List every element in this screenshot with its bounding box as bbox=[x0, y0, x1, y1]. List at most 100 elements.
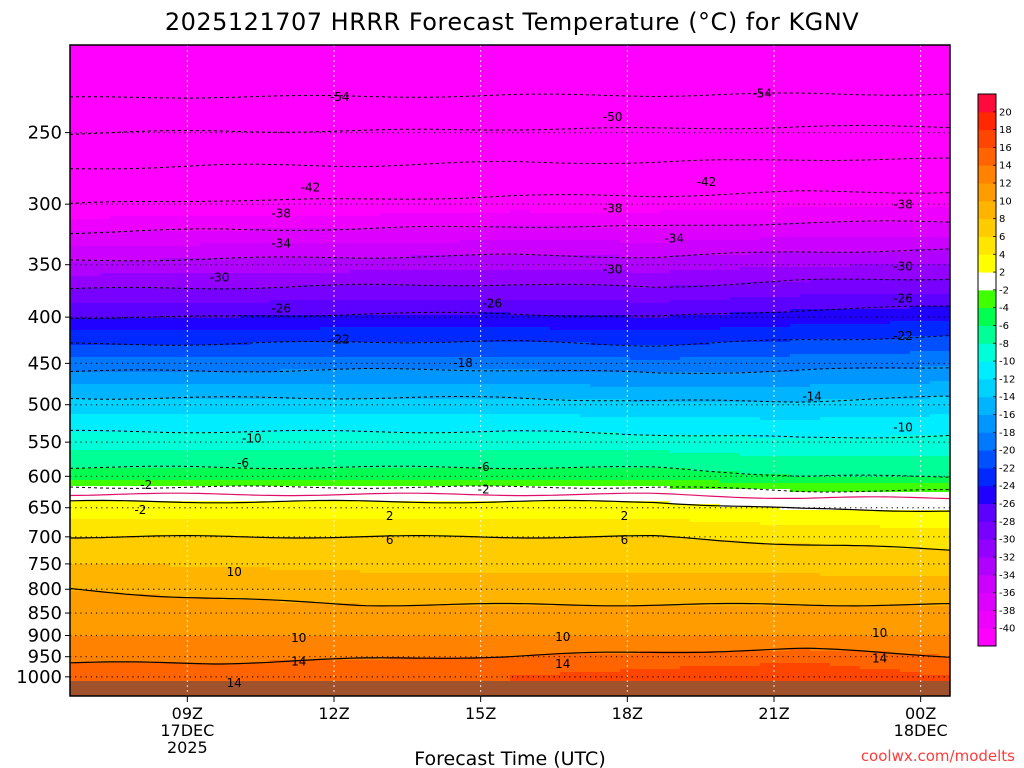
temperature-band bbox=[710, 522, 721, 541]
temperature-band bbox=[880, 576, 891, 607]
temperature-band bbox=[560, 330, 571, 343]
temperature-band bbox=[530, 468, 541, 481]
temperature-band bbox=[430, 285, 441, 301]
temperature-band bbox=[630, 303, 641, 319]
temperature-band bbox=[130, 663, 141, 682]
temperature-band bbox=[110, 480, 121, 487]
temperature-band bbox=[900, 252, 911, 265]
temperature-band bbox=[660, 501, 671, 520]
temperature-band bbox=[640, 213, 651, 229]
temperature-band bbox=[810, 402, 821, 421]
temperature-band bbox=[190, 399, 201, 415]
temperature-band bbox=[620, 330, 631, 346]
temperature-band bbox=[390, 300, 401, 316]
temperature-band bbox=[640, 273, 651, 289]
temperature-band bbox=[500, 45, 511, 214]
temperature-band bbox=[350, 327, 361, 343]
temperature-band bbox=[270, 300, 281, 316]
temperature-band bbox=[210, 567, 221, 598]
temperature-band bbox=[830, 207, 841, 223]
temperature-band bbox=[600, 345, 611, 358]
temperature-band bbox=[690, 300, 701, 316]
temperature-band bbox=[880, 477, 891, 484]
temperature-band bbox=[160, 468, 171, 481]
temperature-band bbox=[940, 321, 950, 337]
temperature-band bbox=[480, 450, 491, 469]
temperature-band bbox=[540, 501, 551, 520]
temperature-band bbox=[920, 306, 931, 322]
temperature-band bbox=[870, 483, 881, 493]
y-tick-label: 900 bbox=[28, 625, 62, 646]
temperature-band bbox=[850, 651, 861, 667]
temperature-band bbox=[510, 285, 521, 301]
temperature-band bbox=[830, 222, 841, 238]
temperature-band bbox=[490, 225, 501, 241]
temperature-band bbox=[740, 357, 751, 373]
temperature-band bbox=[670, 537, 681, 574]
temperature-band bbox=[490, 519, 501, 538]
temperature-band bbox=[790, 339, 801, 355]
temperature-band bbox=[870, 636, 881, 652]
temperature-band bbox=[590, 345, 601, 358]
temperature-band bbox=[220, 501, 231, 520]
temperature-band bbox=[660, 450, 671, 469]
temperature-band bbox=[660, 303, 671, 319]
temperature-band bbox=[110, 330, 121, 346]
temperature-band bbox=[130, 216, 141, 232]
temperature-band bbox=[630, 435, 641, 451]
temperature-band bbox=[840, 417, 851, 439]
temperature-band bbox=[730, 666, 741, 682]
temperature-band bbox=[900, 654, 911, 673]
temperature-band bbox=[470, 270, 481, 286]
temperature-band bbox=[170, 450, 181, 469]
colorbar-swatch bbox=[978, 272, 996, 291]
temperature-band bbox=[660, 606, 671, 637]
temperature-band bbox=[790, 456, 801, 478]
temperature-band bbox=[740, 225, 751, 241]
temperature-band bbox=[120, 594, 131, 637]
temperature-band bbox=[700, 330, 711, 346]
temperature-band bbox=[490, 573, 501, 607]
temperature-band bbox=[310, 450, 321, 469]
temperature-band bbox=[710, 357, 721, 373]
temperature-band bbox=[410, 228, 421, 244]
temperature-band bbox=[670, 345, 681, 361]
temperature-band bbox=[480, 468, 491, 481]
temperature-band bbox=[390, 432, 401, 451]
temperature-band bbox=[590, 330, 601, 346]
colorbar-label: -36 bbox=[999, 588, 1015, 599]
x-tick-label: 18Z bbox=[612, 704, 643, 723]
temperature-band bbox=[590, 372, 601, 388]
temperature-band bbox=[740, 210, 751, 226]
temperature-band bbox=[400, 432, 411, 451]
temperature-band bbox=[790, 573, 801, 607]
temperature-band bbox=[590, 417, 601, 433]
temperature-band bbox=[460, 468, 471, 481]
temperature-band bbox=[850, 207, 861, 223]
temperature-band bbox=[540, 480, 551, 487]
temperature-band bbox=[500, 432, 511, 451]
temperature-band bbox=[70, 318, 81, 331]
x-tick-label: 17DEC bbox=[160, 721, 214, 740]
temperature-band bbox=[490, 342, 501, 358]
temperature-band bbox=[770, 45, 781, 211]
temperature-band bbox=[140, 519, 151, 538]
temperature-band bbox=[940, 483, 950, 493]
temperature-band bbox=[600, 255, 611, 271]
temperature-band bbox=[210, 243, 221, 259]
temperature-band bbox=[610, 480, 621, 487]
temperature-band bbox=[200, 288, 211, 304]
temperature-band bbox=[500, 213, 511, 226]
temperature-band bbox=[480, 501, 491, 520]
temperature-band bbox=[110, 45, 121, 217]
temperature-band bbox=[900, 483, 911, 493]
temperature-band bbox=[910, 45, 921, 208]
temperature-band bbox=[410, 450, 421, 469]
temperature-band bbox=[910, 264, 921, 280]
temperature-band bbox=[820, 483, 831, 493]
temperature-band bbox=[770, 420, 781, 439]
temperature-band bbox=[780, 663, 791, 682]
temperature-band bbox=[710, 480, 721, 490]
temperature-band bbox=[930, 477, 941, 484]
temperature-band bbox=[400, 657, 411, 682]
